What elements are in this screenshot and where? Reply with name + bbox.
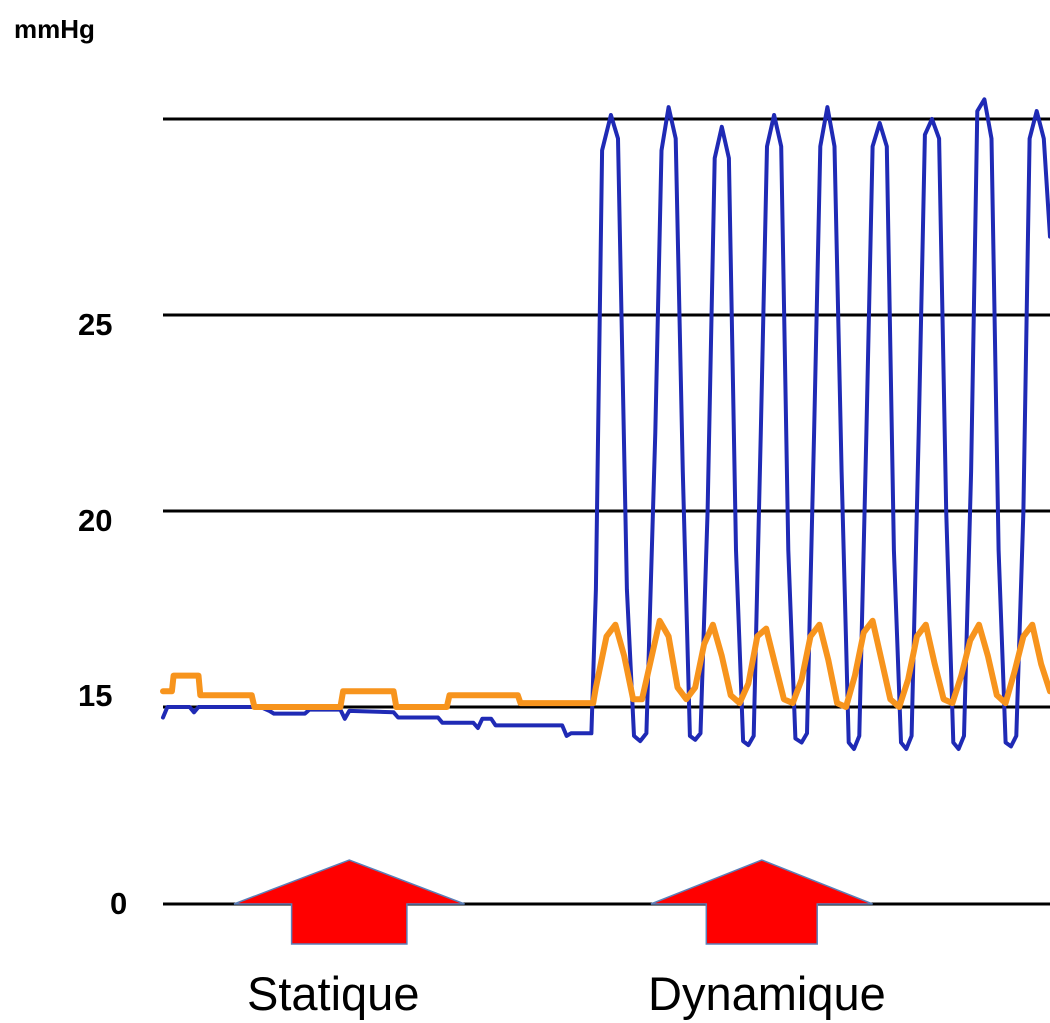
- phase-label-dynamique: Dynamique: [648, 967, 886, 1020]
- phase-arrows: [233, 859, 873, 945]
- y-tick-label-25: 25: [78, 307, 112, 342]
- phase-arrow-statique: [233, 859, 465, 945]
- y-tick-label-20: 20: [78, 503, 112, 538]
- phase-label-statique: Statique: [247, 967, 419, 1020]
- series-lines: [160, 97, 1050, 751]
- y-axis-unit-label: mmHg: [14, 14, 95, 44]
- y-tick-label-0: 0: [110, 886, 127, 921]
- phase-arrow-dynamique: [650, 859, 873, 945]
- y-tick-label-15: 15: [78, 678, 112, 713]
- series-line-orange: [160, 617, 1050, 710]
- series-line-blue: [161, 97, 1050, 751]
